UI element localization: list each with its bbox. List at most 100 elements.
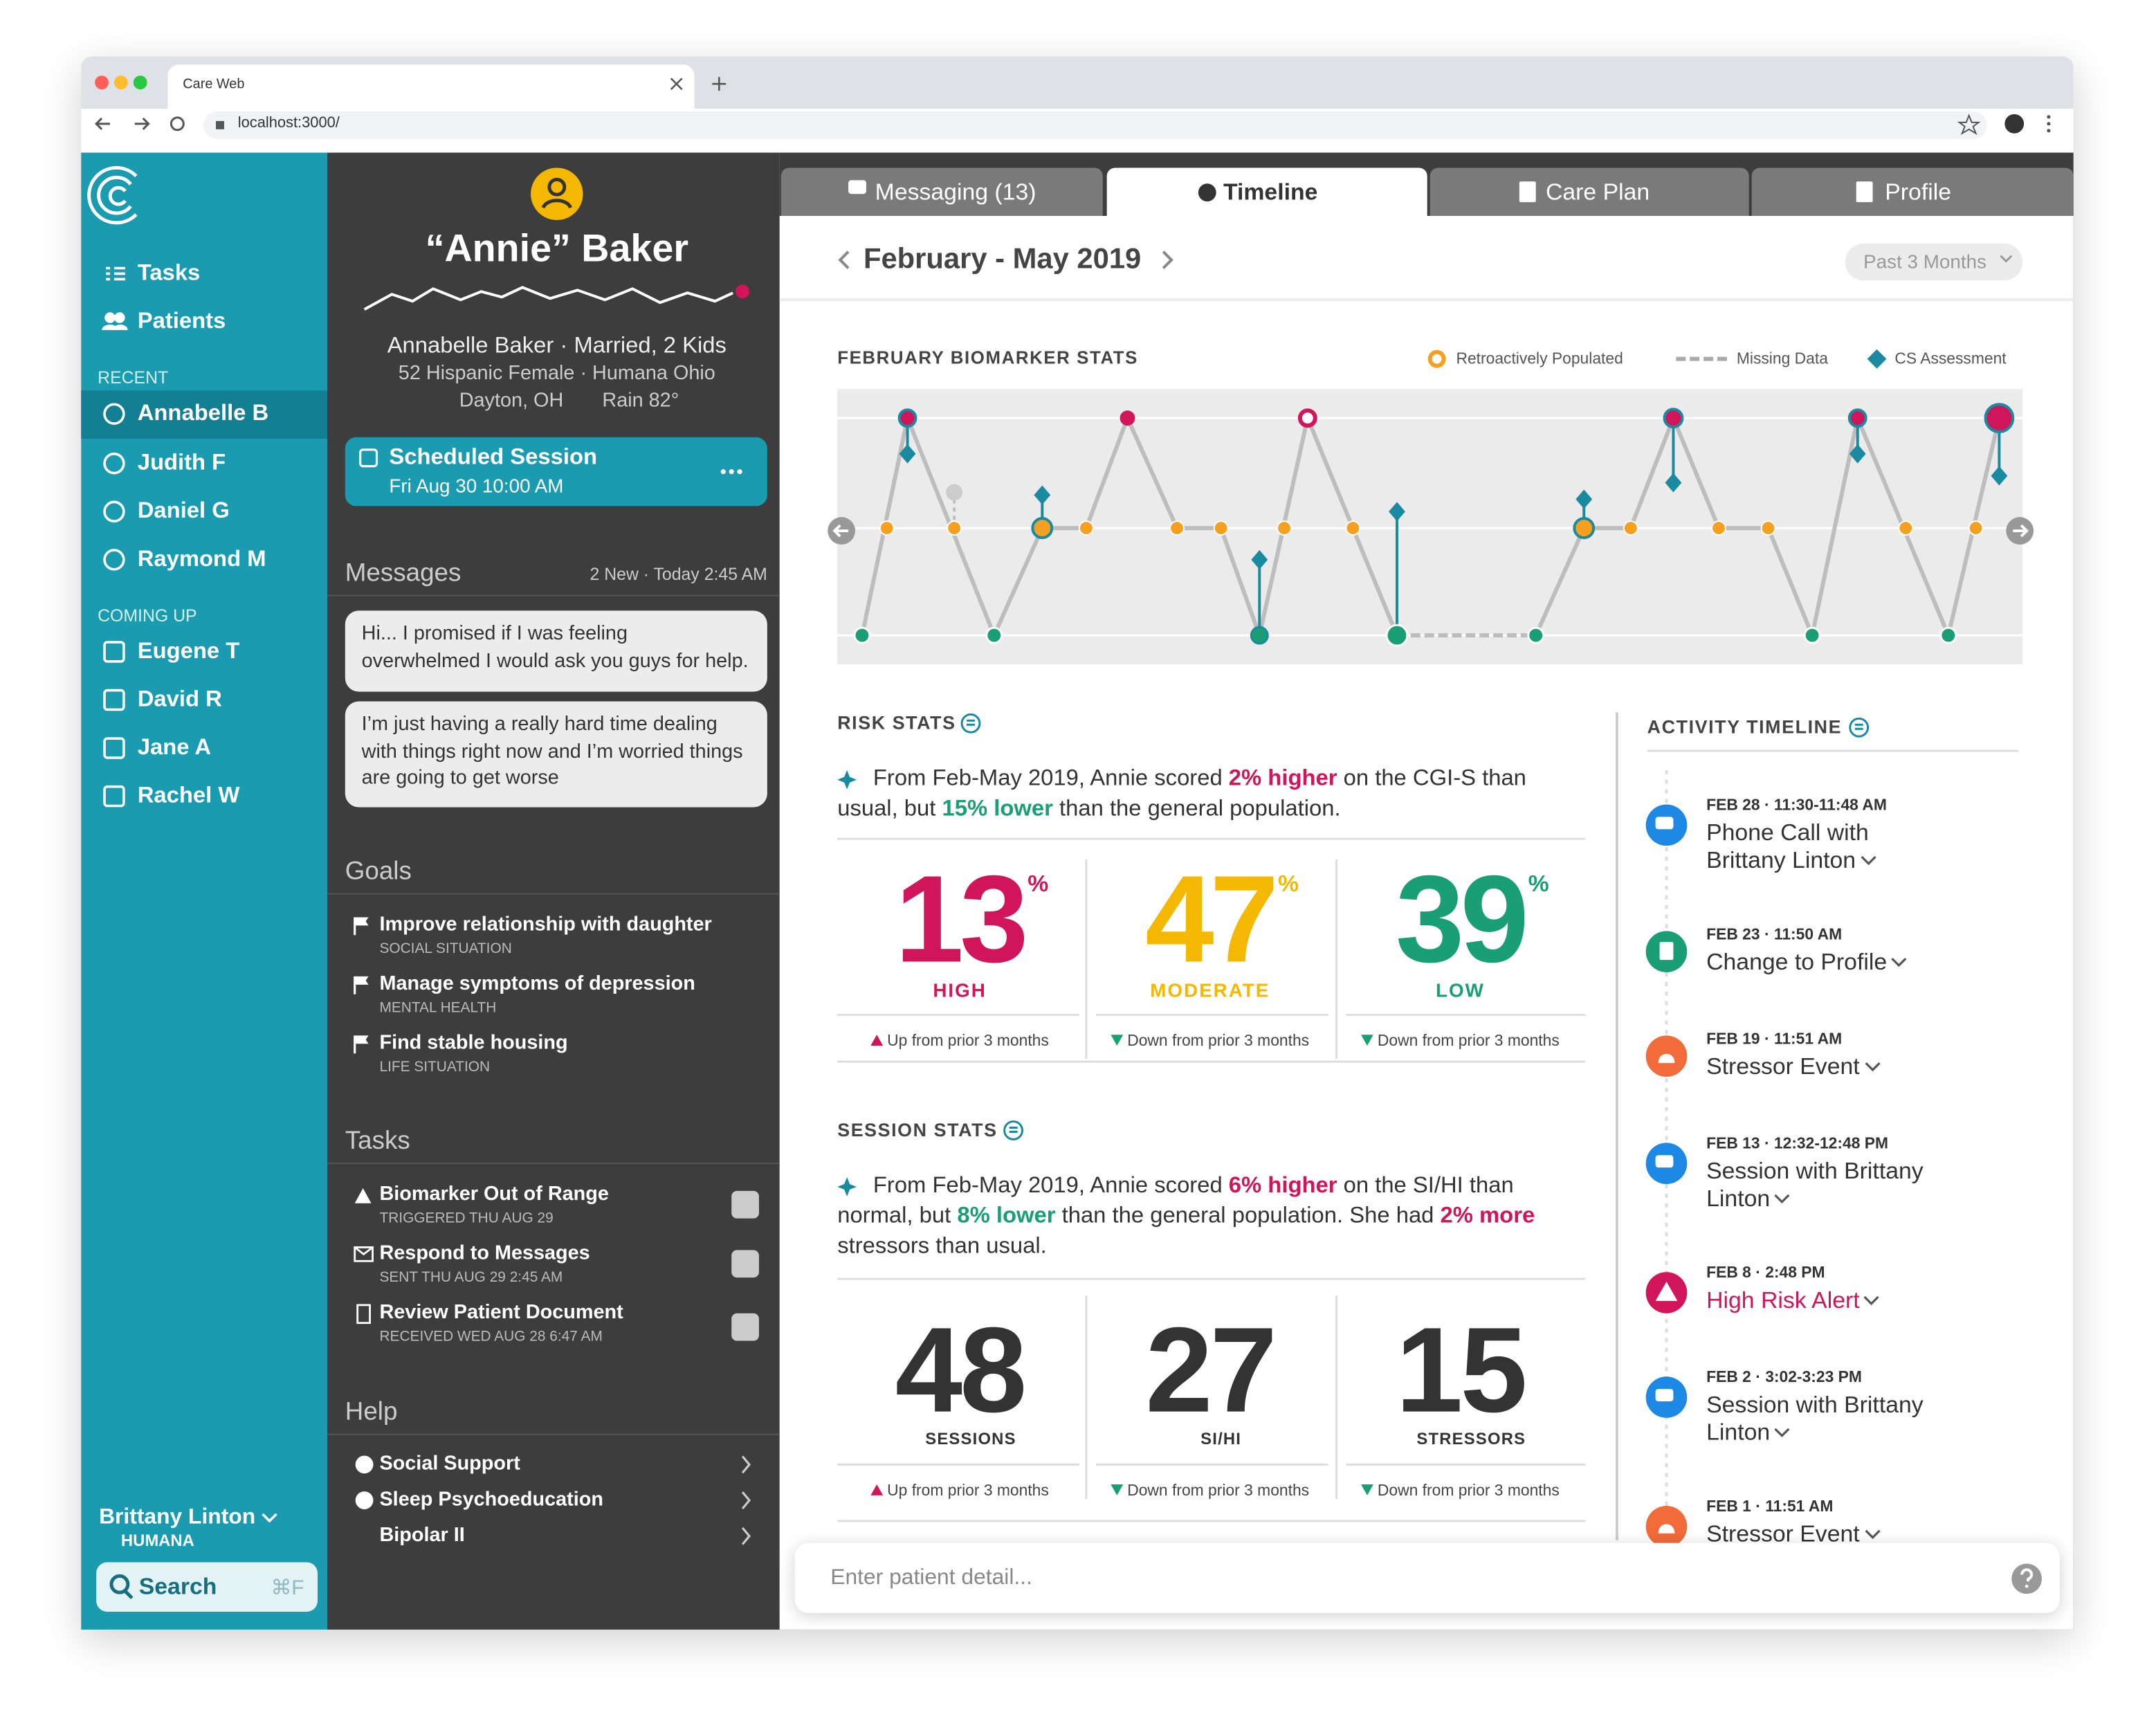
logo [87,165,138,225]
detail-input[interactable] [794,1543,2060,1613]
tab-title: Care Web [183,77,245,93]
activity-title-row: Session with Brittany Linton [1706,1158,1947,1212]
period-select[interactable] [1845,243,2023,281]
stat-value: 48 [895,1301,1027,1438]
activity-title: High Risk Alert [1706,1287,1860,1313]
date-range: February - May 2019 [863,243,1142,275]
expand-chevron[interactable] [1860,1060,1882,1074]
trend: Down from prior 3 months [1361,1033,1560,1051]
section-title: Goals [345,855,412,885]
tab-profile[interactable] [1751,167,2074,217]
patient-link[interactable]: Jane A [137,735,212,760]
tab-label[interactable]: Care Plan [1546,179,1650,206]
goal-title[interactable]: Find stable housing [379,1032,568,1055]
activity-title-row: Stressor Event [1706,1053,1947,1081]
section-label: RECENT [98,368,169,388]
tab-care-plan[interactable] [1429,167,1749,217]
section-icons [837,713,1870,1197]
stat-label: SI/HI [1200,1428,1242,1448]
trend-text: Down from prior 3 months [1377,1033,1560,1050]
nav-item[interactable]: Patients [137,309,226,334]
patient-link[interactable]: Eugene T [137,639,240,664]
activity-item[interactable]: FEB 19 · 11:51 AM Stressor Event [1706,1031,1947,1081]
patient-link[interactable]: Judith F [137,450,226,475]
activity-item[interactable]: FEB 1 · 11:51 AM Stressor Event [1706,1499,1947,1549]
expand-chevron[interactable] [1770,1426,1792,1440]
stat-label: SESSIONS [925,1428,1016,1448]
section-label: COMING UP [98,606,197,626]
activity-title-row: Phone Call with Brittany Linton [1706,819,1947,874]
stat-value: 27 [1145,1301,1277,1438]
patient-link[interactable]: Raymond M [137,546,266,572]
active-patient-row[interactable] [81,390,327,439]
goal-title[interactable]: Improve relationship with daughter [379,913,712,936]
task-title[interactable]: Review Patient Document [379,1302,623,1325]
patient-link[interactable]: David R [137,686,222,712]
activity-time: FEB 13 · 12:32-12:48 PM [1706,1136,1889,1153]
activity-time: FEB 19 · 11:51 AM [1706,1031,1843,1048]
activity-item[interactable]: FEB 23 · 11:50 AM Change to Profile [1706,927,1947,976]
stat-value: 47 [1145,851,1279,990]
tab-messaging[interactable] [780,167,1103,217]
expand-chevron[interactable] [1860,1294,1882,1308]
goal-category: SOCIAL SITUATION [379,940,512,958]
trend: Down from prior 3 months [1361,1483,1560,1501]
header-divider [779,298,2074,302]
tab-label[interactable]: Timeline [1223,179,1318,206]
goal-category: LIFE SITUATION [379,1059,491,1075]
user-name[interactable]: Brittany Linton [99,1505,256,1529]
patient-link[interactable]: Daniel G [137,498,230,524]
risk-summary: From Feb-May 2019, Annie scored 2% highe… [837,763,1559,824]
tab-label[interactable]: Messaging (13) [875,179,1036,206]
activity-item[interactable]: FEB 28 · 11:30-11:48 AM Phone Call with B… [1706,798,1947,875]
task-title[interactable]: Respond to Messages [379,1242,590,1265]
trend: Down from prior 3 months [1111,1483,1309,1501]
window-controls [94,75,2051,136]
summary-part: 2% more [1440,1203,1535,1228]
patient-link[interactable]: Annabelle B [137,401,269,426]
tab-timeline[interactable] [1106,167,1427,217]
trend-text: Down from prior 3 months [1127,1033,1310,1050]
patient-panel [327,152,780,1630]
org-name: HUMANA [120,1530,194,1550]
tab-label[interactable]: Profile [1885,179,1952,206]
stat-label: HIGH [933,979,987,1001]
activity-title: Session with Brittany Linton [1706,1392,1924,1446]
stat-label: LOW [1435,979,1485,1001]
help-item[interactable]: Sleep Psychoeducation [379,1489,603,1511]
search-label[interactable]: Search [138,1573,217,1600]
biomarker-chart [828,389,2034,664]
help-item[interactable]: Social Support [379,1453,520,1475]
task-detail: RECEIVED WED AUG 28 6:47 AM [379,1328,603,1345]
activity-title: Phone Call with Brittany Linton [1706,819,1869,873]
goal-category: MENTAL HEALTH [379,999,497,1017]
trend-text: Down from prior 3 months [1377,1482,1560,1500]
browser-tab[interactable] [167,64,695,109]
search-box[interactable] [96,1562,318,1612]
task-title[interactable]: Biomarker Out of Range [379,1183,609,1206]
activity-item[interactable]: FEB 2 · 3:02-3:23 PM Session with Brittan… [1706,1370,1947,1446]
expand-chevron[interactable] [1887,956,1909,970]
goal-title[interactable]: Manage symptoms of depression [379,973,695,996]
address-field[interactable] [203,111,1987,139]
expand-chevron[interactable] [1856,854,1878,868]
activity-title: Session with Brittany Linton [1706,1158,1924,1212]
activity-item[interactable]: FEB 8 · 2:48 PM High Risk Alert [1706,1265,1947,1315]
section-title: Tasks [345,1125,410,1154]
url: localhost:3000/ [237,115,340,132]
session-card[interactable] [345,437,767,507]
activity-item[interactable]: FEB 13 · 12:32-12:48 PM Session with Brit… [1706,1136,1947,1212]
patient-link[interactable]: Rachel W [137,783,240,808]
nav-item[interactable]: Tasks [137,260,201,286]
chart-title: FEBRUARY BIOMARKER STATS [837,347,1138,368]
trend-text: Up from prior 3 months [887,1033,1049,1050]
help-icon[interactable] [2010,1562,2043,1595]
expand-chevron[interactable] [1770,1192,1792,1206]
stats-rules [837,712,2019,1540]
activity-title-row: Stressor Event [1706,1521,1947,1549]
period-label[interactable]: Past 3 Months [1863,250,1987,273]
input-placeholder: Enter patient detail... [830,1566,1032,1590]
help-item[interactable]: Bipolar II [379,1525,465,1547]
expand-chevron[interactable] [1860,1528,1882,1542]
summary-part: on the CGI-S than usual, but [837,765,1526,821]
